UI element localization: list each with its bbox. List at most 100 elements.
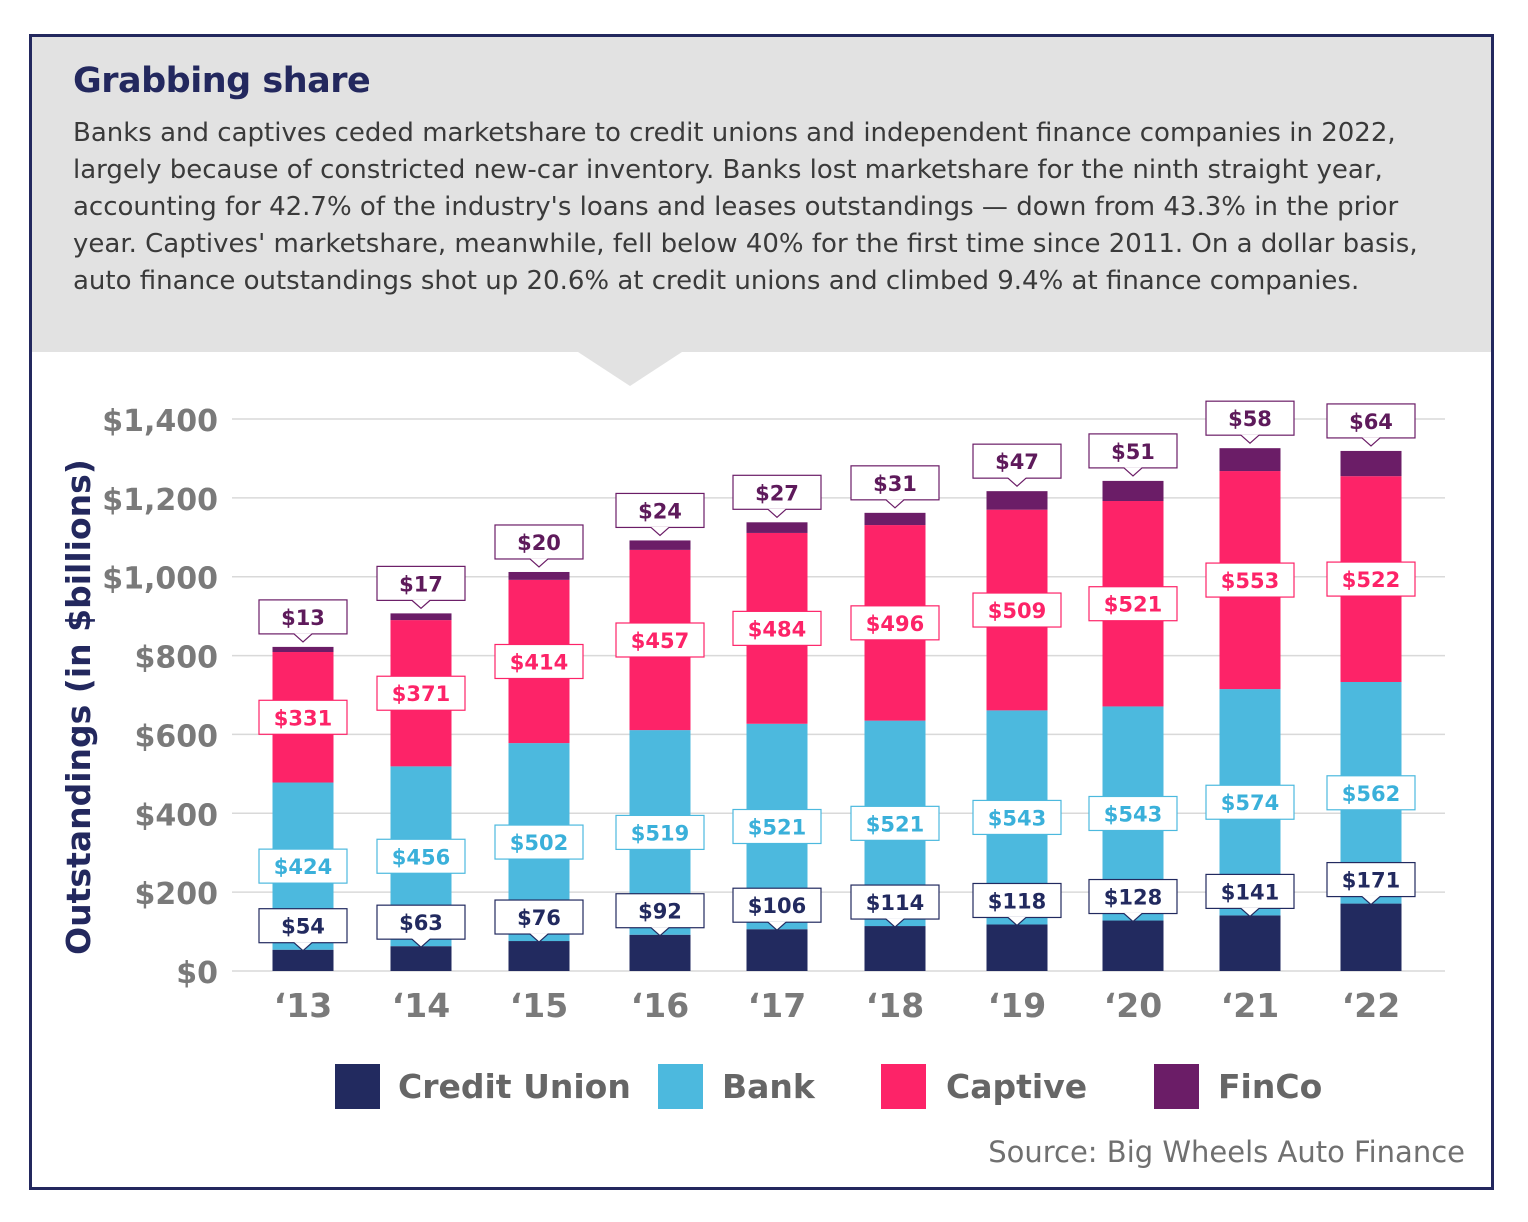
legend-label: Captive: [946, 1067, 1087, 1106]
bar-segment-finco: [629, 540, 691, 550]
data-label-box: [1088, 878, 1178, 915]
x-tick-label: ‘18: [866, 986, 924, 1025]
data-label: $484: [748, 617, 806, 641]
data-label: $424: [274, 855, 332, 879]
data-label: $27: [755, 481, 799, 505]
data-label-box: [258, 599, 348, 635]
data-label-box: [1326, 403, 1416, 439]
legend-swatch-finco: [1154, 1064, 1199, 1109]
legend-label: Bank: [722, 1067, 816, 1106]
data-label-pointer: [1124, 467, 1142, 476]
data-label-pointer-outline: [767, 508, 787, 519]
data-label-box: [1205, 784, 1295, 820]
data-label-pointer-outline: [1240, 907, 1260, 918]
data-label: $58: [1228, 407, 1272, 431]
data-label-pointer: [1241, 907, 1259, 917]
bar-segment-finco: [272, 646, 334, 653]
data-label-pointer-outline: [650, 526, 670, 537]
data-label-box: [972, 882, 1062, 919]
data-label-pointer-outline: [411, 599, 431, 610]
data-label: $114: [866, 891, 924, 915]
data-label: $456: [392, 845, 450, 869]
data-label-box: [732, 808, 822, 845]
data-label-box: [850, 884, 940, 920]
data-label-box: [615, 814, 705, 851]
data-label-pointer: [651, 526, 669, 536]
y-tick-label: $400: [135, 798, 219, 833]
data-label: $17: [399, 572, 443, 596]
bar-segment-finco: [1219, 448, 1281, 472]
data-label-pointer: [768, 921, 786, 931]
x-tick-label: ‘19: [988, 986, 1046, 1025]
data-label: $54: [281, 915, 325, 939]
bar-segment-credit-union: [390, 946, 452, 971]
data-label-box: [615, 893, 705, 929]
data-label-box: [615, 492, 705, 529]
data-label-pointer-outline: [1123, 467, 1143, 477]
bar-segment-credit-union: [272, 949, 334, 971]
data-label: $92: [638, 900, 682, 924]
chart-title: Grabbing share: [73, 61, 371, 101]
data-label-pointer: [886, 499, 904, 508]
data-label-pointer-outline: [1240, 434, 1260, 444]
data-label: $457: [631, 629, 689, 653]
x-tick-label: ‘15: [510, 986, 568, 1025]
source-note: Source: Big Wheels Auto Finance: [988, 1135, 1465, 1169]
data-label-box: [615, 622, 705, 658]
y-tick-label: $1,400: [102, 404, 218, 439]
data-label-box: [850, 465, 940, 501]
x-tick-label: ‘21: [1221, 986, 1279, 1025]
x-tick-label: ‘17: [748, 986, 806, 1025]
data-label: $141: [1221, 880, 1279, 904]
data-label: $543: [1104, 802, 1162, 826]
data-label-pointer: [530, 933, 548, 943]
data-label-pointer-outline: [1123, 913, 1143, 923]
data-label-pointer-outline: [1361, 437, 1381, 447]
data-label-pointer: [1362, 437, 1380, 446]
data-label-box: [1088, 586, 1178, 622]
data-label: $521: [1104, 593, 1162, 617]
data-label: $521: [748, 815, 806, 839]
data-label: $47: [995, 450, 1039, 474]
data-label-box: [1326, 775, 1416, 811]
legend-swatch-captive: [881, 1064, 926, 1109]
data-label-pointer: [412, 599, 430, 609]
data-label-pointer: [651, 927, 669, 936]
y-tick-label: $1,000: [102, 562, 218, 597]
bar-segment-finco: [1340, 450, 1402, 477]
data-label: $502: [510, 831, 568, 855]
data-label-pointer: [412, 938, 430, 948]
data-label-pointer-outline: [885, 499, 905, 509]
data-label: $496: [866, 612, 924, 636]
chart-frame: Grabbing share Banks and captives ceded …: [29, 34, 1494, 1190]
bar-segment-finco: [390, 613, 452, 621]
data-label: $106: [748, 894, 806, 918]
data-label-pointer-outline: [411, 938, 431, 948]
data-label-pointer-outline: [293, 633, 313, 643]
data-label: $371: [392, 682, 450, 706]
data-label-pointer: [768, 508, 786, 518]
data-label-pointer: [886, 918, 904, 928]
data-label: $521: [866, 812, 924, 836]
data-label: $414: [510, 650, 568, 674]
data-label: $543: [988, 806, 1046, 830]
x-tick-label: ‘14: [392, 986, 450, 1025]
data-label: $51: [1111, 440, 1155, 464]
bar-segment-finco: [986, 491, 1048, 510]
data-label-box: [376, 904, 466, 940]
data-label-box: [1326, 861, 1416, 898]
data-label-pointer-outline: [1007, 477, 1027, 487]
data-label-pointer: [1362, 895, 1380, 905]
header-box: Grabbing share Banks and captives ceded …: [32, 37, 1491, 352]
bar-segment-finco: [508, 571, 570, 580]
data-label-pointer-outline: [293, 942, 313, 952]
data-label-pointer: [1124, 912, 1142, 922]
header-pointer: [578, 352, 682, 386]
y-axis-label: Outstandings (in $billions): [59, 459, 98, 955]
data-label-box: [258, 699, 348, 735]
bar-segment-finco: [864, 512, 926, 526]
data-label-box: [1205, 562, 1295, 598]
data-label: $128: [1104, 886, 1162, 910]
data-label-pointer: [1008, 477, 1026, 487]
data-label-pointer: [1241, 434, 1259, 444]
